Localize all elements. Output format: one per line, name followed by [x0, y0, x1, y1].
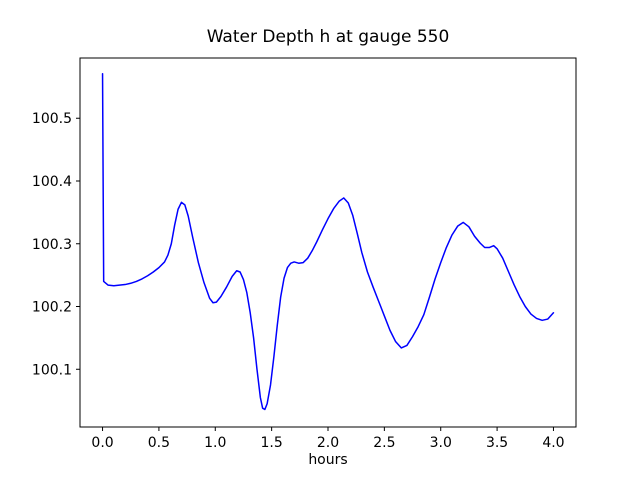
- x-axis-label: hours: [308, 452, 348, 468]
- y-tick-label: 100.5: [32, 111, 72, 127]
- y-tick-label: 100.3: [32, 237, 72, 253]
- x-tick-label: 2.0: [317, 435, 339, 451]
- x-tick-label: 0.5: [148, 435, 170, 451]
- x-tick-label: 1.5: [261, 435, 283, 451]
- chart-title: Water Depth h at gauge 550: [206, 27, 450, 47]
- y-tick-label: 100.2: [32, 300, 72, 316]
- y-tick-label: 100.1: [32, 362, 72, 378]
- x-tick-label: 0.0: [91, 435, 113, 451]
- x-tick-label: 3.0: [430, 435, 452, 451]
- y-tick-label: 100.4: [32, 174, 72, 190]
- data-line-water-depth: [101, 72, 555, 411]
- x-tick-label: 3.5: [486, 435, 508, 451]
- x-tick-label: 4.0: [542, 435, 564, 451]
- plot-border: [79, 57, 577, 428]
- x-tick-label: 2.5: [373, 435, 395, 451]
- x-tick-label: 1.0: [204, 435, 226, 451]
